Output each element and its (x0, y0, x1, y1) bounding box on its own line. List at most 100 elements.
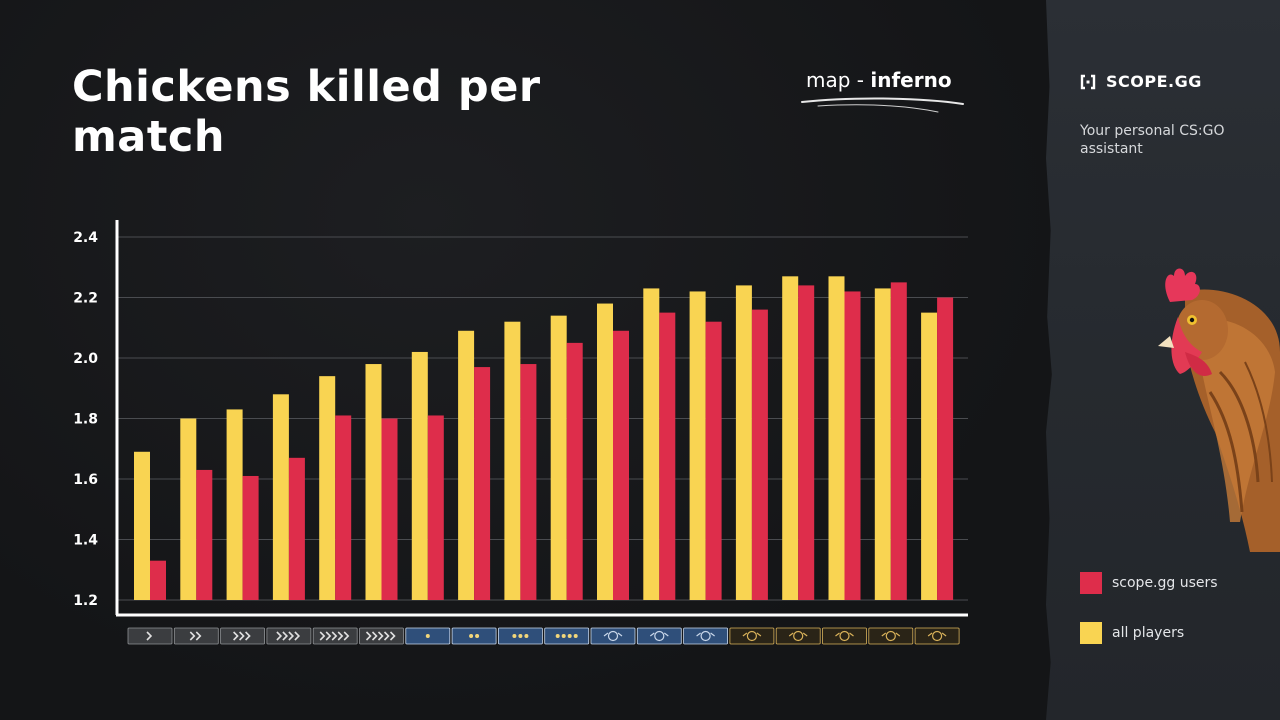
bar-all-players (365, 364, 382, 600)
legend-label-all-players: all players (1112, 625, 1185, 641)
bar-scope-users (381, 418, 398, 600)
rank-wings (696, 632, 715, 637)
rank-chevron (389, 631, 396, 641)
rank-star (555, 634, 560, 638)
rank-chevron (319, 631, 326, 641)
bar-scope-users (474, 367, 491, 600)
bar-all-players (921, 312, 938, 600)
gold-nova-2-icon (451, 627, 497, 645)
rank-wings (881, 632, 901, 637)
rank-emblem (885, 630, 896, 642)
bar-scope-users (520, 364, 537, 600)
bar-scope-users (427, 415, 444, 600)
bar-all-players (458, 330, 475, 600)
global-elite-icon (914, 627, 960, 645)
rank-emblem (793, 630, 804, 642)
rank-wings (927, 632, 947, 637)
y-tick-label: 2.4 (73, 230, 98, 246)
y-tick-label: 1.2 (73, 593, 98, 609)
legendary-eagle-icon (775, 627, 821, 645)
rank-chevron (331, 631, 338, 641)
legend-item-scope-users: scope.gg users (1080, 572, 1218, 594)
bar-scope-users (288, 457, 305, 600)
rank-star (524, 634, 529, 638)
bar-scope-users (751, 309, 768, 600)
chart-title: Chickens killed per match (72, 62, 541, 162)
scope-logo-icon (1080, 74, 1096, 89)
master-guardian-elite-icon (683, 627, 728, 645)
rank-chevron (294, 631, 301, 641)
rank-star (425, 634, 430, 638)
rank-chevron (146, 631, 153, 641)
silver-2-icon (173, 627, 219, 645)
bar-scope-users (659, 312, 676, 600)
gold-nova-master-icon (544, 627, 590, 645)
rank-emblem (746, 630, 758, 642)
rank-wings (788, 632, 808, 637)
bar-all-players (782, 276, 799, 600)
bar-all-players (134, 451, 150, 600)
rank-star (573, 634, 578, 638)
y-tick-label: 1.4 (73, 533, 98, 549)
rank-chevron (195, 631, 202, 641)
y-tick-label: 1.6 (73, 472, 98, 488)
rank-chevron (189, 631, 196, 641)
bar-all-players (272, 394, 289, 600)
rank-chevron (282, 631, 289, 641)
rank-chevron (245, 631, 251, 641)
master-guardian-1-icon (590, 627, 636, 645)
rank-wings (603, 632, 623, 637)
y-tick-label: 2.0 (73, 351, 98, 367)
chicken-illustration (1158, 268, 1280, 552)
bar-scope-users (937, 297, 954, 600)
bar-all-players (550, 315, 567, 600)
rank-emblem (839, 630, 850, 642)
rank-star (475, 634, 480, 638)
rank-wings (742, 632, 762, 637)
bar-all-players (504, 321, 521, 600)
rank-chevron (377, 631, 384, 641)
bar-scope-users (242, 475, 259, 600)
rank-chevron (325, 631, 332, 641)
silver-4-icon (266, 627, 312, 645)
bar-all-players (828, 276, 845, 600)
rank-wings (649, 632, 669, 637)
bar-scope-users (613, 330, 629, 600)
rank-star (567, 634, 572, 638)
rank-chevron (343, 631, 350, 641)
rank-emblem (654, 630, 665, 642)
tagline: Your personal CS:GO assistant (1080, 123, 1225, 157)
master-guardian-2-icon (636, 627, 682, 645)
bar-all-players (874, 288, 891, 600)
bar-all-players (597, 303, 613, 600)
bar-all-players (689, 291, 706, 600)
bar-scope-users (566, 342, 583, 600)
bar-scope-users (890, 282, 907, 600)
rank-emblem (931, 630, 943, 642)
rank-wings (835, 632, 854, 637)
y-tick-label: 1.8 (73, 412, 98, 428)
bar-scope-users (150, 560, 166, 600)
bar-all-players (643, 288, 660, 600)
rank-emblem (700, 630, 711, 642)
legend-swatch-scope-users (1080, 572, 1102, 594)
bar-chart: 1.2 1.4 1.6 1.8 2.0 2.2 2.4 (73, 220, 968, 645)
map-prefix: map - (806, 68, 871, 92)
rank-chevron (239, 631, 245, 641)
bar-scope-users (335, 415, 352, 600)
legend-item-all-players: all players (1080, 622, 1184, 644)
rank-star (561, 634, 566, 638)
bar-all-players (226, 409, 243, 600)
bar-scope-users (705, 321, 722, 600)
bar-all-players (411, 351, 428, 600)
bar-all-players (735, 285, 752, 600)
rank-star (518, 634, 523, 638)
distinguished-master-guardian-icon (729, 627, 775, 645)
rank-star (512, 634, 517, 638)
rank-chevron (383, 631, 390, 641)
rank-chevron (276, 631, 283, 641)
bar-scope-users (844, 291, 861, 600)
y-tick-label: 2.2 (73, 291, 98, 307)
bar-scope-users (798, 285, 815, 600)
brand-logo[interactable]: SCOPE.GG (1080, 72, 1202, 91)
